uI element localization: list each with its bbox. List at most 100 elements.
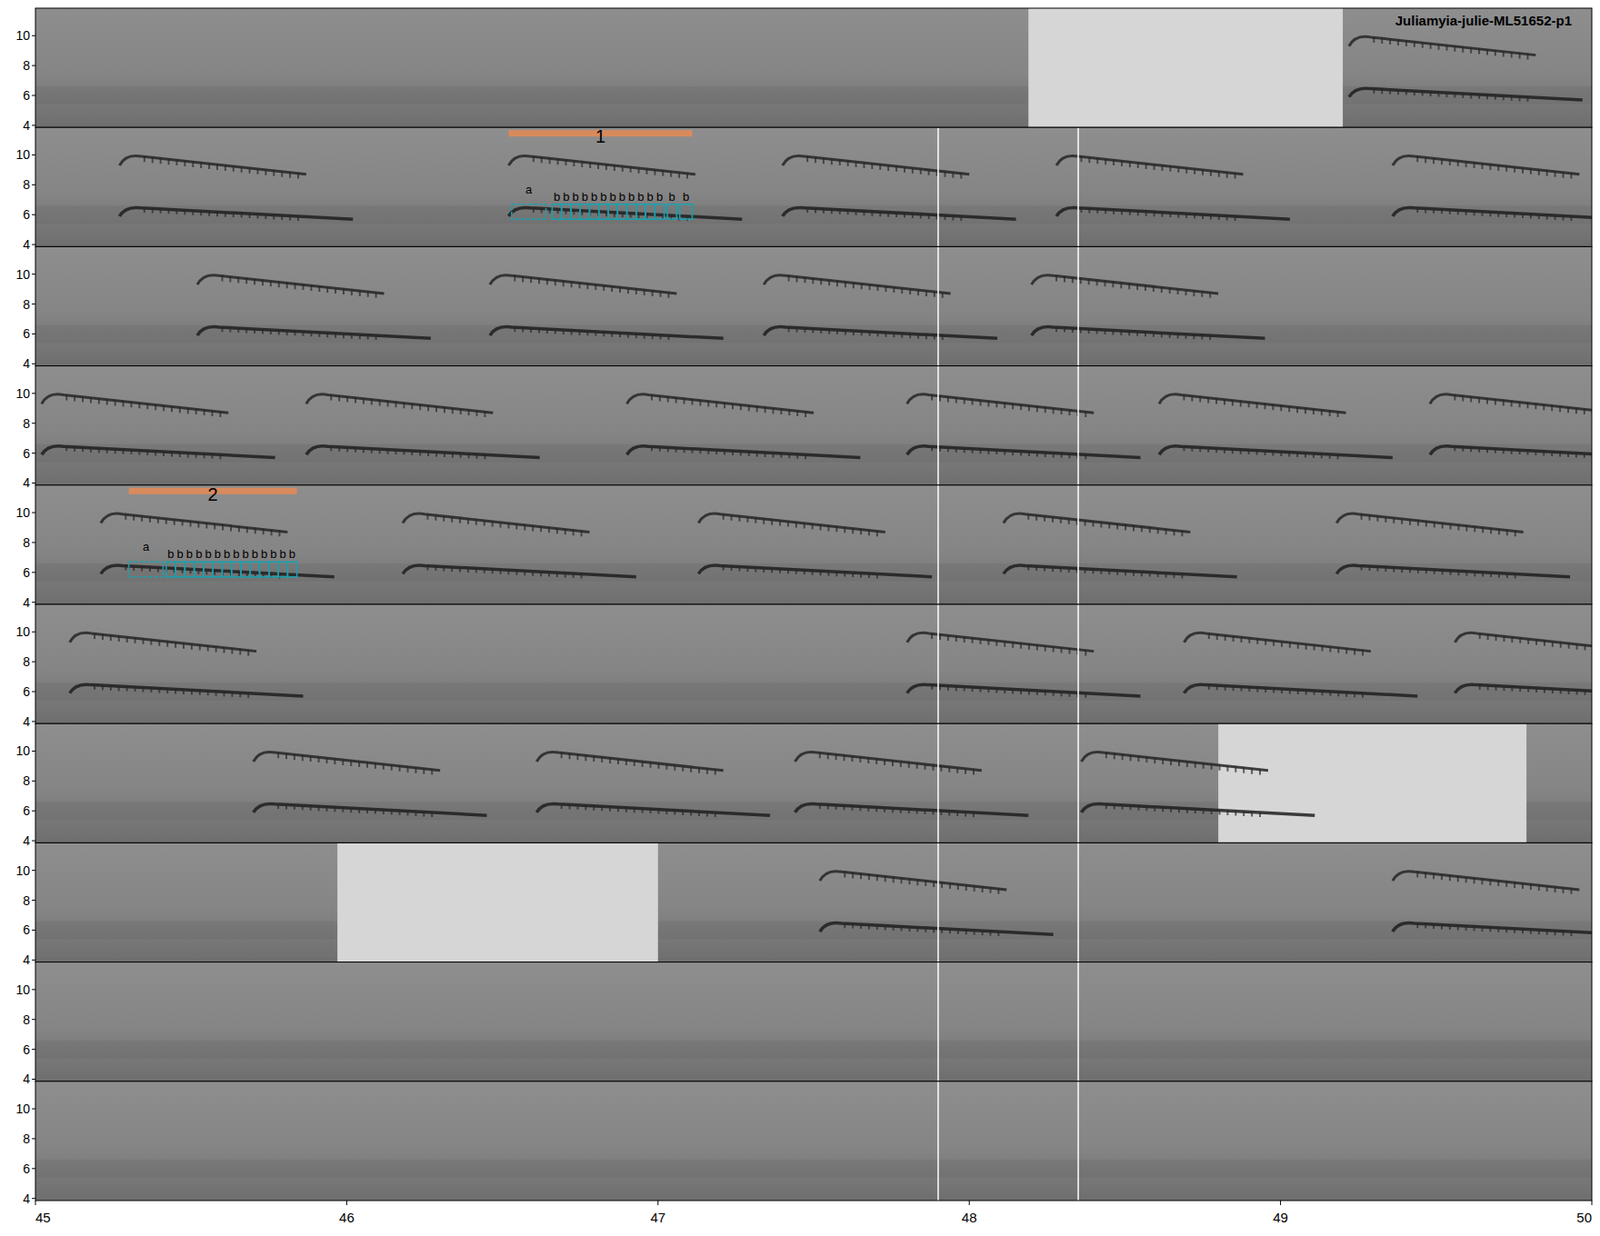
syllable-box bbox=[250, 561, 260, 577]
striations bbox=[931, 632, 1086, 698]
striations bbox=[1209, 632, 1363, 698]
y-tick bbox=[31, 900, 36, 901]
striations bbox=[330, 394, 485, 460]
chart: 4681046810468104681046810468104681046810… bbox=[0, 0, 1600, 1236]
lower-trace bbox=[70, 684, 304, 697]
syllable-box bbox=[589, 204, 599, 220]
y-tick-label: 4 bbox=[22, 475, 30, 490]
x-tick bbox=[35, 1200, 37, 1206]
syllable-label: b bbox=[232, 547, 240, 561]
lower-trace bbox=[1454, 684, 1592, 697]
x-tick-label: 47 bbox=[650, 1210, 666, 1226]
row-background bbox=[35, 723, 1592, 843]
syllable-box bbox=[231, 561, 241, 577]
x-tick bbox=[1591, 1200, 1593, 1206]
y-tick bbox=[31, 750, 36, 752]
y-tick bbox=[31, 422, 36, 424]
vertical-line bbox=[1077, 366, 1080, 486]
noise-band bbox=[35, 444, 1592, 463]
upper-trace bbox=[1392, 155, 1580, 174]
upper-trace bbox=[119, 155, 306, 174]
row-background bbox=[35, 127, 1592, 247]
lower-trace bbox=[253, 803, 488, 816]
x-tick-label: 45 bbox=[35, 1210, 51, 1226]
upper-trace bbox=[1080, 751, 1268, 770]
spectrogram-row bbox=[35, 366, 1592, 486]
syllable-box bbox=[203, 561, 213, 577]
syllable-label: b bbox=[562, 190, 570, 204]
striations bbox=[144, 156, 299, 221]
syllable-box bbox=[212, 561, 222, 577]
lower-trace bbox=[306, 446, 540, 459]
lower-trace bbox=[794, 803, 1029, 816]
spectrogram-row bbox=[35, 723, 1592, 843]
striations bbox=[125, 513, 280, 579]
vertical-line bbox=[937, 1081, 940, 1201]
song bbox=[119, 155, 353, 220]
lower-trace bbox=[907, 446, 1141, 459]
x-tick bbox=[1280, 1200, 1281, 1206]
y-tick bbox=[31, 392, 36, 394]
y-tick bbox=[31, 1049, 36, 1050]
vertical-line bbox=[1077, 842, 1080, 962]
song bbox=[1183, 632, 1418, 698]
vertical-line bbox=[937, 127, 940, 247]
syllable-label: b bbox=[610, 190, 617, 204]
syllable-box bbox=[221, 561, 231, 577]
y-tick bbox=[31, 154, 36, 156]
x-tick bbox=[657, 1200, 659, 1206]
vertical-line bbox=[1077, 127, 1080, 247]
spectrogram-row bbox=[35, 127, 1592, 247]
row-frame bbox=[35, 8, 1592, 128]
striations bbox=[1361, 513, 1516, 579]
noise-band bbox=[35, 205, 1592, 224]
striations bbox=[221, 275, 376, 340]
vertical-line bbox=[937, 366, 940, 486]
upper-trace bbox=[1349, 36, 1536, 55]
y-tick bbox=[31, 273, 36, 275]
syllable-box bbox=[654, 204, 664, 220]
y-tick bbox=[31, 452, 36, 454]
upper-trace bbox=[253, 751, 440, 770]
row-background bbox=[35, 842, 1592, 962]
y-tick bbox=[31, 870, 36, 871]
y-tick-label: 4 bbox=[22, 1191, 30, 1207]
song bbox=[1336, 513, 1570, 579]
upper-trace bbox=[907, 394, 1094, 413]
y-tick-label: 8 bbox=[22, 773, 30, 789]
syllable-box bbox=[194, 561, 204, 577]
syllable-label: b bbox=[656, 190, 663, 204]
vertical-line bbox=[937, 485, 940, 605]
row-background bbox=[35, 8, 1592, 128]
syllable-box bbox=[166, 561, 176, 577]
syllable-label: b bbox=[682, 190, 690, 204]
y-tick-label: 4 bbox=[22, 1071, 30, 1087]
lower-trace bbox=[41, 446, 276, 459]
y-tick bbox=[31, 960, 36, 961]
song bbox=[763, 275, 998, 340]
y-tick-label: 6 bbox=[22, 922, 30, 938]
lower-trace bbox=[1183, 684, 1418, 697]
y-tick bbox=[31, 810, 36, 812]
y-tick-label: 8 bbox=[22, 1131, 30, 1147]
syllable-label: b bbox=[637, 190, 644, 204]
row-frame bbox=[35, 962, 1592, 1082]
row-frame bbox=[35, 366, 1592, 486]
upper-trace bbox=[508, 155, 695, 174]
y-tick bbox=[31, 661, 36, 663]
song bbox=[536, 751, 770, 817]
vertical-line bbox=[937, 842, 940, 962]
blank bbox=[1218, 723, 1527, 843]
syllable-box bbox=[561, 204, 571, 220]
syllable-box bbox=[636, 204, 646, 220]
x-tick-label: 49 bbox=[1272, 1210, 1289, 1226]
y-tick bbox=[31, 720, 36, 722]
vertical-line bbox=[1077, 246, 1080, 366]
row-background bbox=[35, 246, 1592, 366]
y-tick-label: 8 bbox=[22, 893, 30, 909]
vertical-line bbox=[937, 962, 940, 1082]
striations bbox=[514, 275, 669, 340]
y-tick-label: 10 bbox=[15, 267, 30, 282]
striations bbox=[1373, 36, 1528, 101]
y-tick-label: 6 bbox=[22, 565, 30, 580]
